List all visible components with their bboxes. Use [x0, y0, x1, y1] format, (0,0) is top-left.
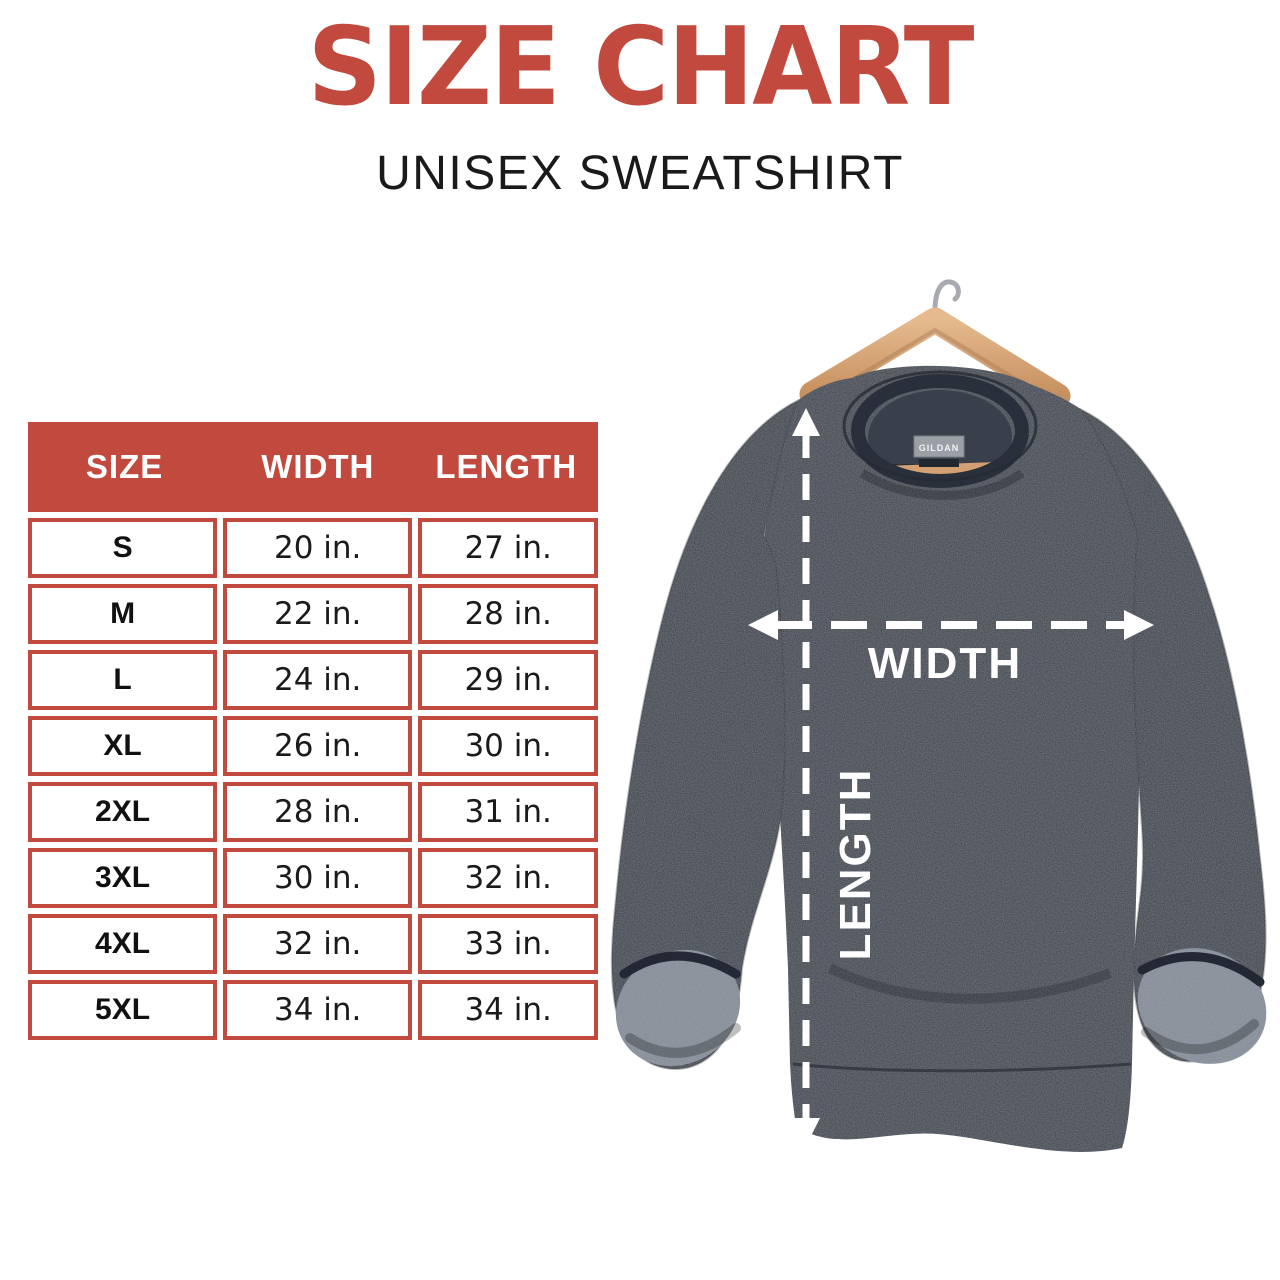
- size-cell: L: [28, 650, 218, 710]
- size-cell: 4XL: [28, 914, 218, 974]
- width-cell: 22 in.: [223, 584, 413, 644]
- cuff-left: [615, 949, 741, 1067]
- length-cell: 29 in.: [418, 650, 598, 710]
- chest-fold: [827, 963, 1112, 1004]
- page-title: SIZE CHART: [307, 5, 974, 130]
- wooden-hanger-icon: [799, 307, 1071, 409]
- hanger-hook-icon: [932, 279, 961, 329]
- size-cell: 5XL: [28, 980, 218, 1040]
- column-header-size: SIZE: [85, 448, 164, 485]
- length-cell: 28 in.: [418, 584, 598, 644]
- cuff-left-shade: [625, 1023, 741, 1058]
- size-cell: 3XL: [28, 848, 218, 908]
- brand-tag-label: GILDAN: [919, 443, 960, 453]
- size-table-body: S 20 in. 27 in. M 22 in. 28 in. L 24 in.…: [28, 518, 598, 1040]
- sweatshirt-sleeve-left: [610, 398, 799, 1071]
- column-header-width: WIDTH: [261, 448, 375, 485]
- width-label: WIDTH: [868, 639, 1022, 688]
- cuff-right-shade: [1141, 1019, 1259, 1055]
- length-arrow: [792, 408, 820, 1146]
- size-cell: XL: [28, 716, 218, 776]
- size-cell: 2XL: [28, 782, 218, 842]
- length-cell: 31 in.: [418, 782, 598, 842]
- width-cell: 26 in.: [223, 716, 413, 776]
- size-table: SIZE WIDTH LENGTH S 20 in. 27 in. M 22 i…: [28, 422, 598, 1040]
- cuff-right-fold: [1137, 952, 1265, 987]
- width-cell: 34 in.: [223, 980, 413, 1040]
- size-cell: S: [28, 518, 218, 578]
- width-cell: 30 in.: [223, 848, 413, 908]
- length-cell: 33 in.: [418, 914, 598, 974]
- collar-outer-seam: [842, 370, 1038, 482]
- length-cell: 30 in.: [418, 716, 598, 776]
- length-label: LENGTH: [831, 768, 880, 961]
- cuff-right: [1137, 948, 1267, 1064]
- column-header-length: LENGTH: [435, 448, 578, 485]
- length-cell: 34 in.: [418, 980, 598, 1040]
- width-arrow: [748, 610, 1154, 640]
- length-cell: 32 in.: [418, 848, 598, 908]
- care-strip: [919, 459, 959, 467]
- cuff-left-fold: [619, 951, 741, 979]
- width-cell: 20 in.: [223, 518, 413, 578]
- size-table-header: SIZE WIDTH LENGTH: [28, 422, 598, 512]
- width-cell: 24 in.: [223, 650, 413, 710]
- collar-shadow: [859, 469, 1025, 500]
- sweatshirt-sleeve-right: [1078, 407, 1267, 1063]
- page-subtitle: UNISEX SWEATSHIRT: [376, 147, 904, 200]
- length-cell: 27 in.: [418, 518, 598, 578]
- width-cell: 28 in.: [223, 782, 413, 842]
- size-cell: M: [28, 584, 218, 644]
- hem-seam: [792, 1062, 1132, 1073]
- brand-tag: [913, 435, 965, 458]
- width-cell: 32 in.: [223, 914, 413, 974]
- sweatshirt-photo: GILDAN S P CH WIDTH LENGTH: [590, 268, 1280, 1180]
- sweatshirt-body: [764, 365, 1141, 1152]
